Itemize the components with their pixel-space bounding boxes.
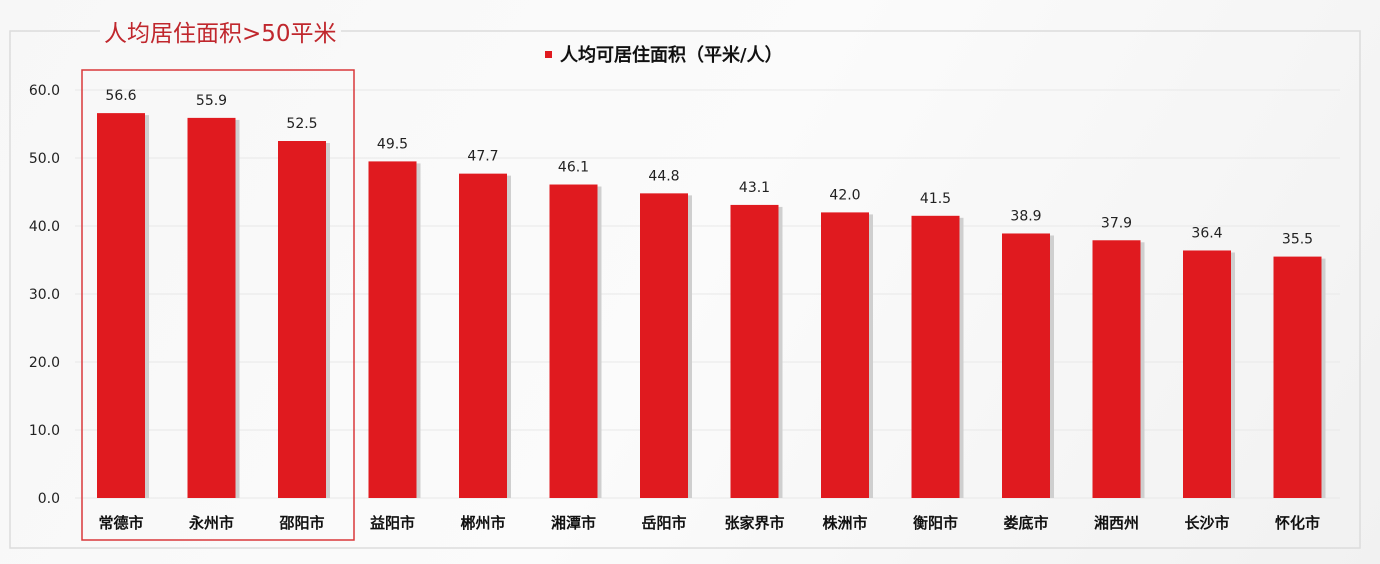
annotation-text: 人均居住面积>50平米 [100,14,341,48]
y-tick-label: 60.0 [29,83,60,99]
x-tick-label: 株洲市 [822,514,867,532]
data-label: 37.9 [1101,215,1132,231]
bar [821,212,869,498]
y-tick-label: 40.0 [29,219,60,235]
x-tick-label: 湘西州 [1094,514,1139,532]
data-label: 36.4 [1191,225,1222,241]
x-tick-label: 娄底市 [1003,514,1048,532]
legend-label: 人均可居住面积（平米/人） [560,44,783,66]
data-label: 49.5 [377,136,408,152]
legend-swatch [545,51,552,58]
data-label: 47.7 [467,149,498,165]
y-tick-label: 10.0 [29,423,60,439]
x-tick-label: 怀化市 [1275,514,1320,532]
bar [911,215,960,499]
bar [1002,233,1050,499]
x-tick-label: 郴州市 [460,514,505,532]
y-tick-label: 50.0 [29,151,60,167]
data-label: 42.0 [829,187,860,203]
bar [640,193,688,499]
y-tick-label: 30.0 [29,287,60,303]
bar [730,204,779,499]
x-tick-label: 益阳市 [370,514,415,532]
x-tick-label: 岳阳市 [641,514,686,532]
data-label: 56.6 [105,88,136,104]
data-label: 35.5 [1282,232,1313,248]
bar [459,173,507,498]
data-label: 44.8 [648,168,679,184]
data-label: 46.1 [558,160,589,176]
x-tick-label: 张家界市 [724,514,784,532]
data-label: 43.1 [739,180,770,196]
data-label: 52.5 [286,116,317,132]
highlight-box [81,69,355,541]
y-tick-label: 20.0 [29,355,60,371]
bar [1273,256,1322,498]
x-tick-label: 衡阳市 [913,514,958,532]
bar [278,141,326,498]
chart-frame [9,30,1361,549]
bar [549,184,598,498]
data-label: 38.9 [1010,208,1041,224]
x-tick-label: 长沙市 [1184,514,1229,532]
x-tick-label: 常德市 [98,514,143,532]
bar [1183,250,1231,498]
bar [1092,240,1141,498]
bar [187,117,236,498]
x-tick-label: 永州市 [188,514,234,532]
y-tick-label: 0.0 [38,491,60,507]
bar [97,113,145,499]
bar [368,161,417,498]
data-label: 55.9 [196,93,227,109]
x-tick-label: 湘潭市 [551,514,596,532]
data-label: 41.5 [920,191,951,207]
x-tick-label: 邵阳市 [278,514,324,532]
